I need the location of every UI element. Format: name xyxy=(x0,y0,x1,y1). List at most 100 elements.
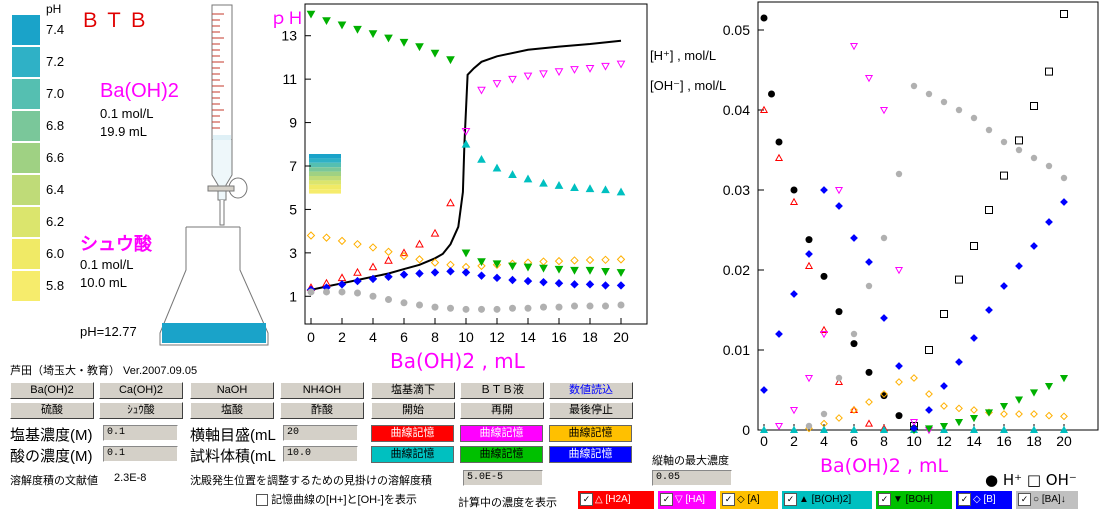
base-button-0[interactable]: Ba(OH)2 xyxy=(10,382,94,399)
data-point xyxy=(820,410,828,418)
acid-button-6[interactable]: 最後停止 xyxy=(549,402,633,419)
data-point xyxy=(601,281,610,290)
ymax-input[interactable]: 0.05 xyxy=(652,470,732,486)
data-point xyxy=(895,412,903,420)
data-point xyxy=(880,392,888,400)
data-point xyxy=(539,178,548,187)
species-checkbox[interactable]: ✓ ▼ [BOH] xyxy=(876,491,952,509)
base-button-5[interactable]: ＢＴＢ液 xyxy=(460,382,544,399)
data-point xyxy=(985,126,993,134)
data-point xyxy=(477,86,486,95)
data-point xyxy=(835,414,843,422)
data-point xyxy=(1000,410,1008,418)
data-point xyxy=(586,302,594,310)
curve-memory-cyan-button[interactable]: 曲線記憶 xyxy=(371,446,454,463)
data-point xyxy=(1060,198,1068,206)
data-point xyxy=(447,304,454,312)
data-point xyxy=(493,305,501,313)
base-button-3[interactable]: NH4OH xyxy=(280,382,364,399)
ph-ylabel: ｐＨ xyxy=(270,9,304,29)
x-tick-label: 20 xyxy=(1056,433,1072,449)
curve-memory-green-button[interactable]: 曲線記憶 xyxy=(460,446,543,463)
acid-button-0[interactable]: 硫酸 xyxy=(10,402,94,419)
data-point xyxy=(1015,136,1023,145)
curve-memory-orange-button[interactable]: 曲線記憶 xyxy=(549,425,632,442)
data-point xyxy=(1060,174,1068,182)
check-icon[interactable]: ✓ xyxy=(878,492,891,506)
acid-button-3[interactable]: 酢酸 xyxy=(280,402,364,419)
base-button-1[interactable]: Ca(OH)2 xyxy=(99,382,183,399)
x-tick-label: 4 xyxy=(820,433,828,449)
data-point xyxy=(925,346,933,354)
ksp-apparent-input[interactable]: 5.0E-5 xyxy=(463,470,543,486)
y-tick-label: 0.05 xyxy=(723,22,750,38)
data-point xyxy=(850,330,858,338)
check-icon[interactable]: ✓ xyxy=(784,492,797,506)
btb-swatch xyxy=(12,175,40,205)
curve-memory-blue-button[interactable]: 曲線記憶 xyxy=(549,446,632,463)
base-button-6[interactable]: 数値読込 xyxy=(549,382,633,399)
x-tick-label: 14 xyxy=(966,433,982,449)
data-point xyxy=(1030,154,1038,162)
data-point xyxy=(400,299,408,307)
data-point xyxy=(925,90,933,98)
data-point xyxy=(1000,138,1008,146)
base-button-2[interactable]: NaOH xyxy=(190,382,274,399)
data-point xyxy=(1015,262,1023,270)
btb-swatch xyxy=(12,47,40,77)
data-point xyxy=(524,304,532,312)
data-point xyxy=(446,56,455,65)
checkbox-box[interactable] xyxy=(256,494,268,507)
data-point xyxy=(508,275,517,285)
acid-button-5[interactable]: 再開 xyxy=(460,402,544,419)
data-point xyxy=(430,49,440,58)
species-checkbox[interactable]: ✓ ◇ [A] xyxy=(720,491,778,509)
data-point xyxy=(430,258,440,267)
data-point xyxy=(805,422,813,430)
data-point xyxy=(1059,374,1069,383)
species-checkbox[interactable]: ✓ △ [H2A] xyxy=(578,491,654,509)
show-memory-checkbox[interactable]: 記憶曲線の[H+]と[OH-]を表示 xyxy=(256,491,417,507)
check-icon[interactable]: ✓ xyxy=(958,492,971,506)
data-point xyxy=(849,42,859,51)
acid-button-4[interactable]: 開始 xyxy=(371,402,455,419)
data-point xyxy=(353,239,362,249)
data-point xyxy=(879,425,889,434)
check-icon[interactable]: ✓ xyxy=(722,492,735,506)
sample-vol-input[interactable]: 10.0 xyxy=(283,446,358,462)
author-line: 芦田（埼玉大・教育） Ver.2007.09.05 xyxy=(10,365,198,377)
y-tick-label: 7 xyxy=(289,158,297,174)
species-checkbox[interactable]: ✓ ▲ [B(OH)2] xyxy=(782,491,872,509)
data-point xyxy=(415,43,424,52)
species-label: ▽ [HA] xyxy=(675,494,705,505)
acid-conc-input[interactable]: 0.1 xyxy=(103,446,178,462)
curve-memory-red-button[interactable]: 曲線記憶 xyxy=(371,425,454,442)
data-point xyxy=(368,274,378,284)
species-checkbox[interactable]: ✓ ○ [BA]↓ xyxy=(1016,491,1078,509)
acid-button-2[interactable]: 塩酸 xyxy=(190,402,274,419)
base-button-4[interactable]: 塩基滴下 xyxy=(371,382,455,399)
ph-curve-line xyxy=(310,39,622,291)
data-point xyxy=(835,202,843,210)
xaxis-input[interactable]: 20 xyxy=(283,425,358,441)
check-icon[interactable]: ✓ xyxy=(1018,492,1031,506)
data-point xyxy=(523,174,533,183)
data-point xyxy=(492,260,502,269)
check-icon[interactable]: ✓ xyxy=(580,492,593,506)
curve-memory-magenta-button[interactable]: 曲線記憶 xyxy=(460,425,543,442)
data-point xyxy=(353,25,362,34)
species-checkbox[interactable]: ✓ ▽ [HA] xyxy=(658,491,716,509)
species-checkbox[interactable]: ✓ ◇ [B] xyxy=(956,491,1012,509)
data-point xyxy=(399,270,409,279)
data-point xyxy=(539,264,548,273)
data-point xyxy=(805,250,813,258)
check-icon[interactable]: ✓ xyxy=(660,492,673,506)
base-conc-input[interactable]: 0.1 xyxy=(103,425,178,441)
acid-button-1[interactable]: ｼｭｳ酸 xyxy=(99,402,183,419)
data-point xyxy=(970,242,978,250)
btb-ph-label: 6.2 xyxy=(46,214,65,229)
data-point xyxy=(970,114,978,122)
data-point xyxy=(416,301,423,309)
btb-band-stripe xyxy=(309,176,341,181)
